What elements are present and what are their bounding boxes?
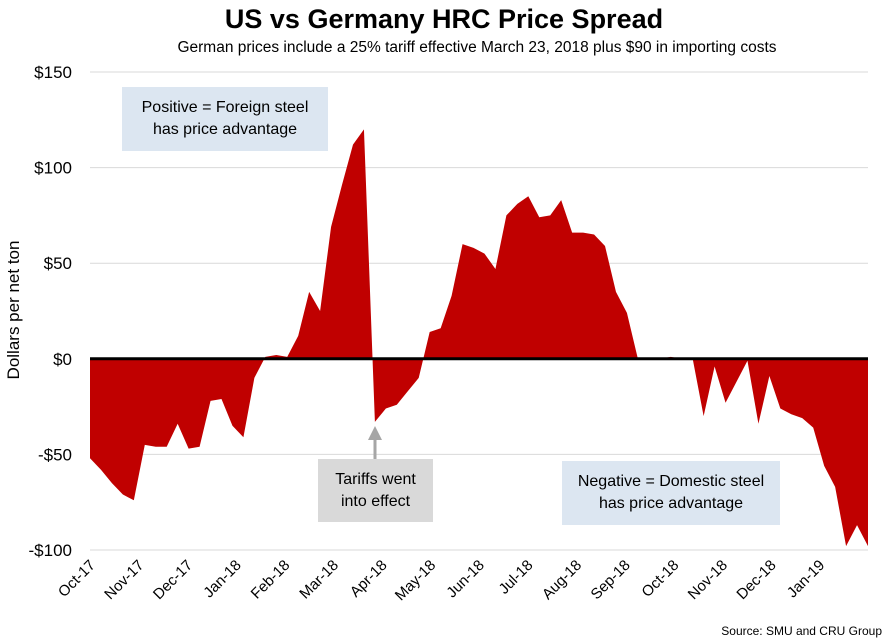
annotation-arrow-head — [368, 426, 382, 440]
y-tick-label: $50 — [44, 254, 72, 273]
annotations: Positive = Foreign steel has price advant… — [122, 87, 780, 525]
annotation-negative-text: has price advantage — [599, 495, 743, 512]
y-tick-labels: $150 $100 $50 $0 -$50 -$100 — [29, 63, 72, 560]
y-tick-label: $100 — [34, 159, 72, 178]
y-tick-label: -$100 — [29, 541, 72, 560]
y-tick-label: $0 — [53, 350, 72, 369]
annotation-negative: Negative = Domestic steel has price advan… — [562, 461, 780, 525]
x-tick-label: Jan-18 — [200, 557, 244, 601]
y-tick-label: $150 — [34, 63, 72, 82]
y-tick-label: -$50 — [38, 445, 72, 464]
x-tick-labels: Oct-17 Nov-17 Dec-17 Jan-18 Feb-18 Mar-18 Apr-… — [55, 557, 828, 604]
x-tick-label: Jul-18 — [496, 557, 537, 598]
x-tick-label: Jun-18 — [443, 557, 487, 601]
source-note: Source: SMU and CRU Group — [721, 624, 882, 638]
x-tick-label: Apr-18 — [347, 557, 391, 601]
annotation-positive: Positive = Foreign steel has price advant… — [122, 87, 328, 151]
x-tick-label: Dec-18 — [733, 557, 779, 603]
x-tick-label: Aug-18 — [539, 557, 585, 603]
x-tick-label: Mar-18 — [296, 557, 342, 603]
y-axis-label: Dollars per net ton — [4, 241, 23, 380]
annotation-negative-text: Negative = Domestic steel — [578, 473, 764, 490]
annotation-tariffs-text: into effect — [341, 493, 411, 510]
chart-title: US vs Germany HRC Price Spread — [225, 4, 663, 34]
x-tick-label: Feb-18 — [248, 557, 294, 603]
chart-subtitle: German prices include a 25% tariff effec… — [177, 39, 776, 56]
x-tick-label: Sep-18 — [588, 557, 634, 603]
annotation-negative-box — [562, 461, 780, 525]
annotation-tariffs-box — [318, 459, 433, 522]
annotation-tariffs-text: Tariffs went — [335, 471, 416, 488]
annotation-tariffs: Tariffs went into effect — [318, 426, 433, 522]
spread-area — [90, 129, 868, 547]
annotation-positive-box — [122, 87, 328, 151]
x-tick-label: Oct-17 — [55, 557, 99, 601]
annotation-positive-text: has price advantage — [153, 121, 297, 138]
annotation-positive-text: Positive = Foreign steel — [142, 99, 309, 116]
x-tick-label: Nov-17 — [101, 557, 147, 603]
x-tick-label: May-18 — [392, 557, 439, 604]
x-tick-label: Jan-19 — [784, 557, 828, 601]
x-tick-label: Nov-18 — [685, 557, 731, 603]
spread-area-series — [90, 129, 868, 547]
x-tick-label: Oct-18 — [638, 557, 682, 601]
x-tick-label: Dec-17 — [150, 557, 196, 603]
